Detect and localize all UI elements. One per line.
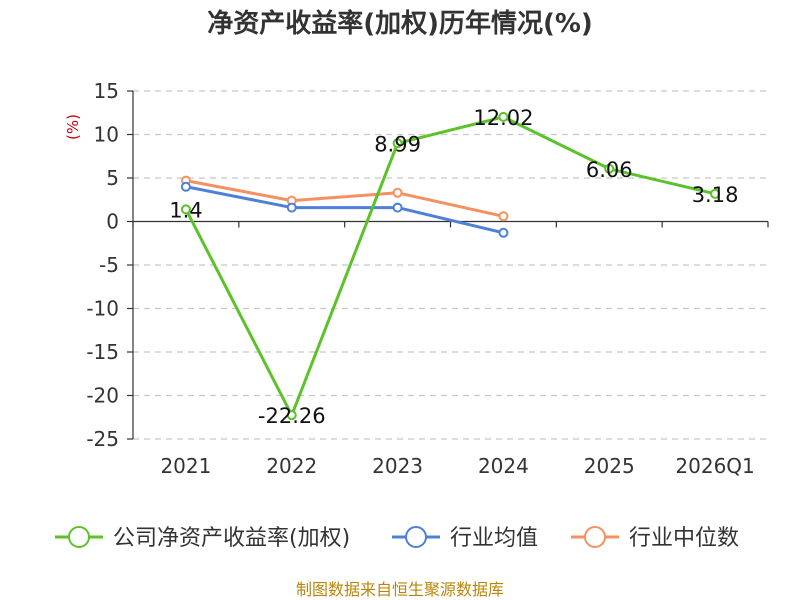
x-tick-label: 2023: [372, 454, 423, 478]
legend-label: 行业均值: [450, 526, 538, 551]
data-point: [498, 211, 509, 222]
data-point: [604, 163, 615, 174]
series-line: [185, 185, 504, 235]
data-label: 3.18: [692, 183, 739, 207]
legend-marker-icon: [405, 526, 427, 548]
legend[interactable]: 公司净资产收益率(加权) 行业均值 行业中位数: [55, 526, 739, 551]
legend-label: 公司净资产收益率(加权): [113, 526, 350, 551]
y-axis-unit: (%): [64, 114, 82, 140]
data-label: -22.26: [258, 404, 326, 428]
legend-item[interactable]: 公司净资产收益率(加权): [55, 526, 350, 551]
legend-item[interactable]: 行业均值: [392, 526, 538, 551]
legend-marker-icon: [584, 526, 606, 548]
y-tick-label: -5: [99, 253, 119, 277]
data-label: 6.06: [586, 158, 633, 182]
grid: [133, 90, 768, 440]
y-tick-label: -15: [86, 340, 119, 364]
y-tick-label: 10: [94, 123, 119, 147]
chart-title: 净资产收益率(加权)历年情况(%): [207, 8, 593, 39]
data-point: [392, 138, 403, 149]
data-label: 12.02: [473, 106, 533, 130]
series-line: [184, 115, 716, 417]
series: [180, 111, 721, 421]
x-tick-label: 2022: [266, 454, 317, 478]
data-point: [286, 202, 297, 213]
y-tick-label: -20: [86, 384, 119, 408]
data-labels: 1.4 -22.26 8.99 12.02 6.06 3.18: [169, 106, 738, 428]
source-note: 制图数据来自恒生聚源数据库: [296, 580, 504, 599]
y-tick-label: -10: [86, 297, 119, 321]
legend-item[interactable]: 行业中位数: [571, 526, 739, 551]
data-point: [180, 204, 191, 215]
series-line: [185, 179, 504, 218]
data-label: 8.99: [374, 132, 421, 156]
y-tick-label: -25: [86, 427, 119, 451]
data-point: [180, 181, 191, 192]
data-point: [498, 111, 509, 122]
x-tick-label: 2026Q1: [675, 454, 754, 478]
axes: 15 10 5 0 -5 -10 -15 -20 -25 2021 2022 2023 2024 2025…: [86, 79, 769, 478]
y-tick-label: 5: [106, 166, 119, 190]
data-point: [392, 202, 403, 213]
data-point: [498, 227, 509, 238]
y-tick-label: 0: [106, 210, 119, 234]
x-tick-label: 2021: [160, 454, 211, 478]
y-tick-label: 15: [94, 79, 119, 103]
x-tick-label: 2024: [478, 454, 529, 478]
data-point: [286, 410, 297, 421]
legend-marker-icon: [68, 526, 90, 548]
data-point: [710, 188, 721, 199]
data-label: 1.4: [169, 198, 202, 222]
data-point: [392, 187, 403, 198]
x-tick-label: 2025: [584, 454, 635, 478]
legend-label: 行业中位数: [629, 526, 739, 551]
